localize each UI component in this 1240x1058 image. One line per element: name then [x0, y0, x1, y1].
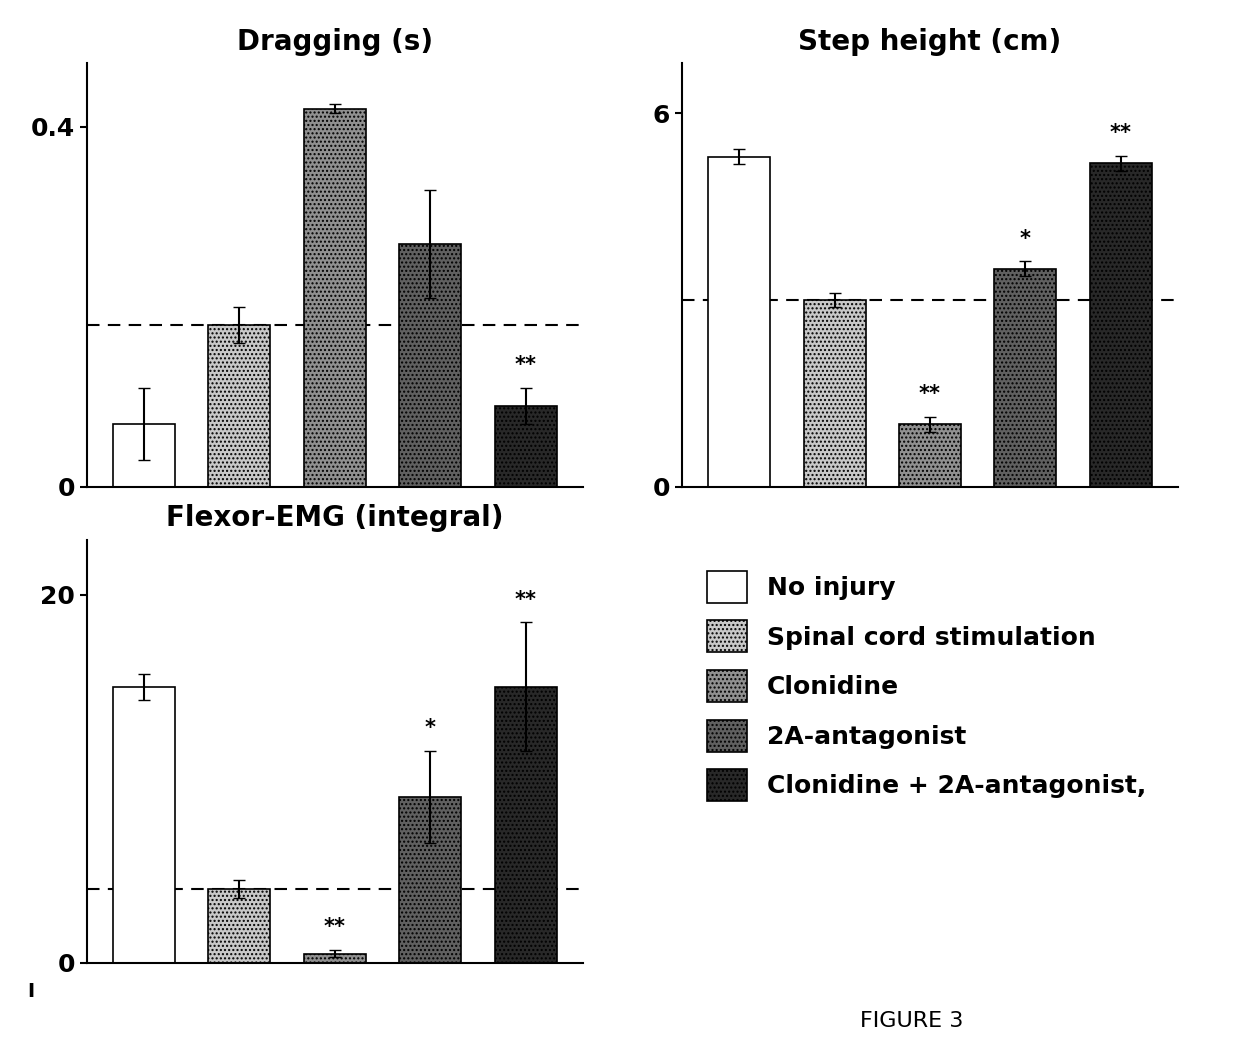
Legend: No injury, Spinal cord stimulation, Clonidine, 2A-antagonist, Clonidine + 2A-ant: No injury, Spinal cord stimulation, Clon…	[697, 561, 1156, 811]
Bar	[495, 405, 557, 487]
Text: **: **	[919, 384, 941, 404]
Text: **: **	[515, 589, 537, 609]
Text: I: I	[27, 982, 35, 1001]
Text: **: **	[324, 917, 346, 937]
Bar	[495, 687, 557, 963]
Text: **: **	[515, 354, 537, 375]
Bar	[304, 953, 366, 963]
Text: **: **	[1110, 123, 1132, 143]
Title: Dragging (s): Dragging (s)	[237, 28, 433, 56]
Text: *: *	[1019, 229, 1030, 249]
Bar	[113, 687, 175, 963]
Bar	[994, 269, 1056, 487]
Bar	[708, 157, 770, 487]
Bar	[208, 889, 270, 963]
Bar	[804, 300, 866, 487]
Bar	[113, 423, 175, 487]
Bar	[399, 243, 461, 487]
Bar	[1090, 163, 1152, 487]
Text: FIGURE 3: FIGURE 3	[859, 1011, 963, 1030]
Title: Flexor-EMG (integral): Flexor-EMG (integral)	[166, 504, 503, 532]
Bar	[304, 109, 366, 487]
Bar	[899, 424, 961, 487]
Title: Step height (cm): Step height (cm)	[799, 28, 1061, 56]
Text: *: *	[424, 718, 435, 738]
Bar	[208, 325, 270, 487]
Bar	[399, 797, 461, 963]
